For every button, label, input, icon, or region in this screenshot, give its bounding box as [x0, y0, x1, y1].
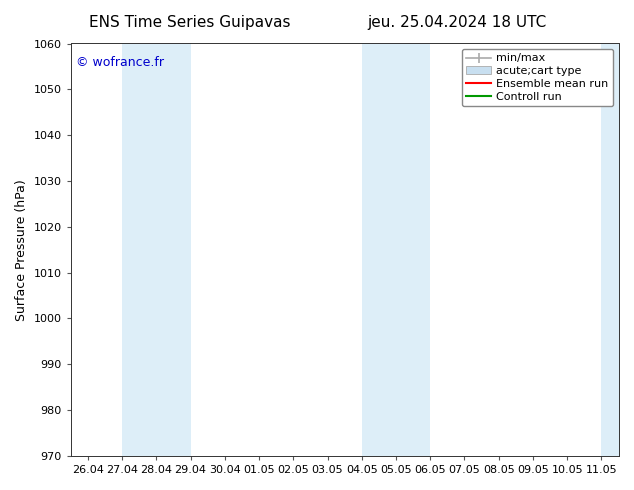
Text: © wofrance.fr: © wofrance.fr: [76, 56, 164, 69]
Text: ENS Time Series Guipavas: ENS Time Series Guipavas: [89, 15, 291, 30]
Legend: min/max, acute;cart type, Ensemble mean run, Controll run: min/max, acute;cart type, Ensemble mean …: [462, 49, 613, 106]
Text: jeu. 25.04.2024 18 UTC: jeu. 25.04.2024 18 UTC: [367, 15, 546, 30]
Bar: [362, 44, 430, 456]
Bar: [602, 44, 619, 456]
Y-axis label: Surface Pressure (hPa): Surface Pressure (hPa): [15, 179, 28, 320]
Bar: [122, 44, 191, 456]
